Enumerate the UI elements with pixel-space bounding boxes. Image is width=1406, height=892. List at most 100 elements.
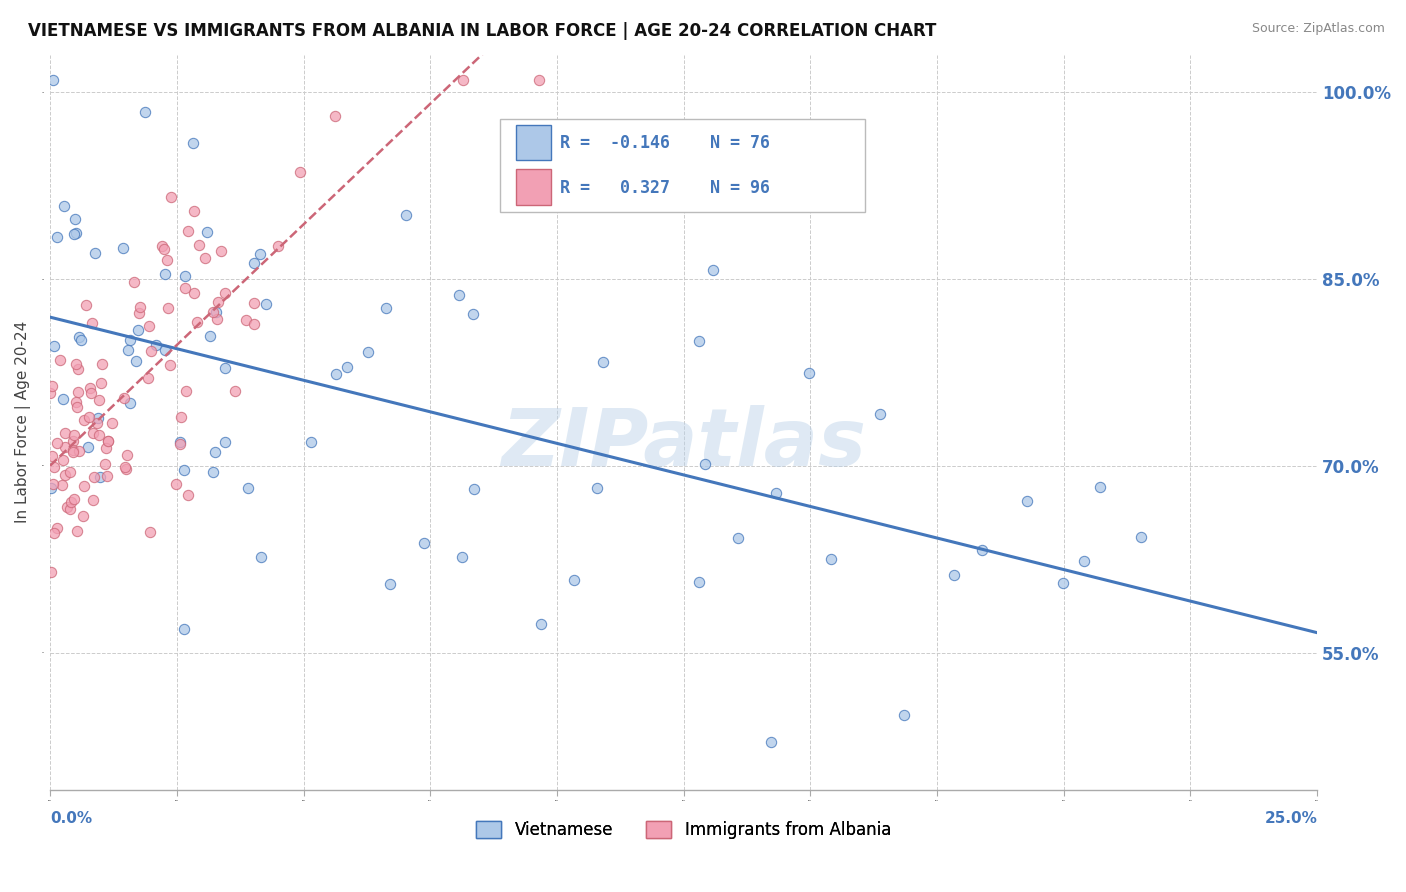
Point xyxy=(169,437,191,451)
Point xyxy=(761,734,783,748)
Point xyxy=(87,428,110,442)
Point xyxy=(336,360,359,375)
Point xyxy=(63,427,86,442)
Point xyxy=(727,531,749,545)
Point xyxy=(66,362,89,376)
Point xyxy=(96,469,118,483)
Text: 0.0%: 0.0% xyxy=(51,811,93,826)
Point xyxy=(159,359,181,373)
Point xyxy=(41,450,63,464)
Point xyxy=(943,567,966,582)
Text: R =   0.327    N = 96: R = 0.327 N = 96 xyxy=(560,178,770,197)
Point xyxy=(120,396,142,410)
Point xyxy=(67,330,90,344)
Point xyxy=(51,477,73,491)
Point xyxy=(134,105,156,120)
Point xyxy=(235,312,257,326)
Point xyxy=(112,391,135,405)
Point xyxy=(45,230,67,244)
Point xyxy=(65,226,87,240)
Point xyxy=(243,256,266,270)
Point xyxy=(238,481,260,495)
Point xyxy=(52,392,75,406)
Text: VIETNAMESE VS IMMIGRANTS FROM ALBANIA IN LABOR FORCE | AGE 20-24 CORRELATION CHA: VIETNAMESE VS IMMIGRANTS FROM ALBANIA IN… xyxy=(28,22,936,40)
Point xyxy=(114,460,136,475)
Point xyxy=(150,238,173,252)
Point xyxy=(86,416,108,430)
Point xyxy=(42,525,65,540)
Point xyxy=(83,470,105,484)
Point xyxy=(66,524,89,538)
Point xyxy=(1015,493,1038,508)
Point xyxy=(63,211,86,226)
Point xyxy=(90,376,112,391)
Point xyxy=(75,298,97,312)
Point xyxy=(66,400,89,414)
Point xyxy=(124,276,146,290)
Point xyxy=(249,247,271,261)
Legend: Vietnamese, Immigrants from Albania: Vietnamese, Immigrants from Albania xyxy=(468,813,900,847)
Point xyxy=(101,416,124,430)
Point xyxy=(117,343,139,357)
Point xyxy=(242,318,264,332)
Point xyxy=(153,267,176,281)
Point xyxy=(797,366,820,380)
Point xyxy=(87,393,110,408)
Point xyxy=(59,465,82,479)
Point xyxy=(62,434,84,448)
Point xyxy=(73,413,96,427)
Point xyxy=(325,367,347,381)
Point xyxy=(156,253,179,268)
Point xyxy=(1052,576,1074,591)
Point xyxy=(765,485,787,500)
Point xyxy=(82,316,104,330)
Point xyxy=(139,524,162,539)
Point xyxy=(586,481,609,495)
Point xyxy=(77,441,100,455)
Point xyxy=(125,353,148,368)
Point xyxy=(1129,530,1152,544)
Point xyxy=(42,477,65,491)
Point xyxy=(59,495,82,509)
Point xyxy=(530,616,553,631)
Point xyxy=(356,345,378,359)
Point xyxy=(94,441,117,455)
Point xyxy=(202,465,225,479)
Point xyxy=(152,243,174,257)
Point xyxy=(181,136,204,150)
Point xyxy=(395,208,418,222)
Point xyxy=(165,477,187,491)
Point xyxy=(114,462,136,476)
Point xyxy=(224,384,246,398)
Point xyxy=(138,318,160,333)
Point xyxy=(139,343,162,358)
Point xyxy=(53,441,76,455)
Point xyxy=(447,288,470,302)
Text: Source: ZipAtlas.com: Source: ZipAtlas.com xyxy=(1251,22,1385,36)
Point xyxy=(94,458,117,472)
Point xyxy=(49,353,72,368)
Point xyxy=(39,565,62,579)
Point xyxy=(128,306,150,320)
Point xyxy=(73,479,96,493)
Point xyxy=(688,334,710,348)
Point xyxy=(413,536,436,550)
Point xyxy=(323,109,346,123)
Point xyxy=(173,463,195,477)
Point xyxy=(62,492,84,507)
Point xyxy=(56,500,79,514)
Point xyxy=(972,543,994,558)
Y-axis label: In Labor Force | Age 20-24: In Labor Force | Age 20-24 xyxy=(15,321,31,524)
Point xyxy=(84,246,107,260)
Point xyxy=(187,238,209,252)
Point xyxy=(254,297,277,311)
Point xyxy=(183,285,205,300)
Point xyxy=(461,307,484,321)
Point xyxy=(195,225,218,239)
Point xyxy=(70,333,93,347)
Point xyxy=(118,333,141,347)
Point xyxy=(299,434,322,449)
Point xyxy=(66,385,89,400)
Point xyxy=(62,442,84,457)
Point xyxy=(183,204,205,219)
